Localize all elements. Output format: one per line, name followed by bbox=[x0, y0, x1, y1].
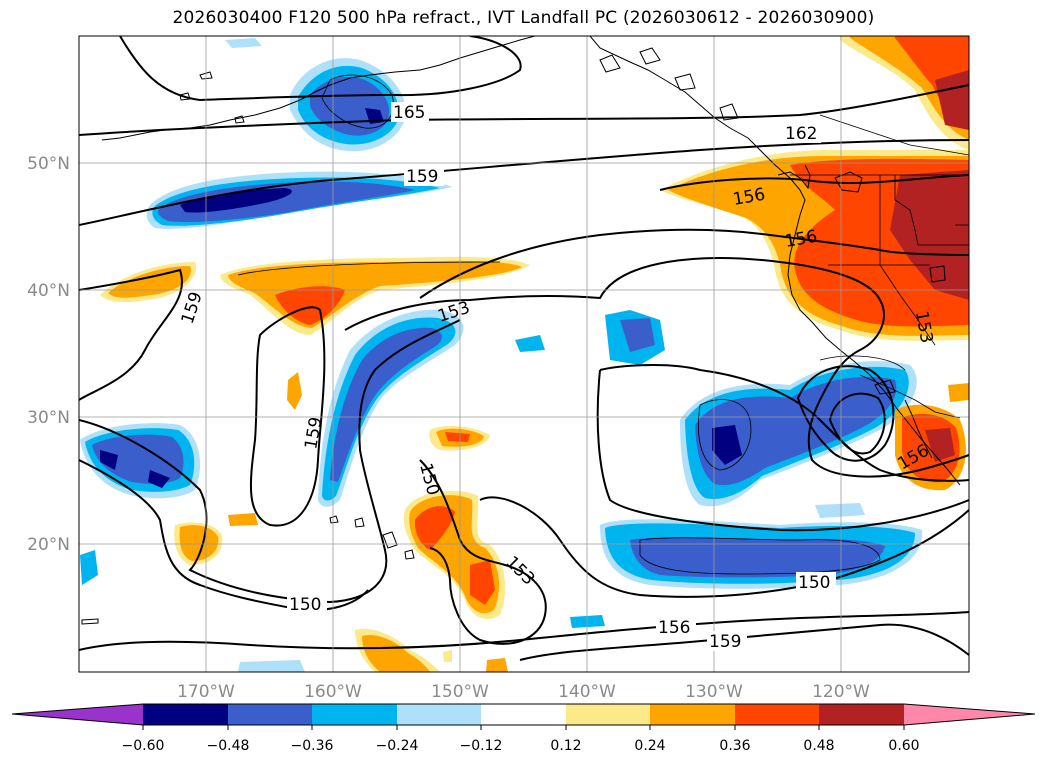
map-frame bbox=[78, 35, 970, 673]
lat-label: 40°N bbox=[27, 281, 70, 301]
contour-label: 165 bbox=[393, 103, 425, 123]
lon-label: 170°W bbox=[177, 682, 235, 702]
colorbar-tick: −0.12 bbox=[460, 738, 503, 754]
lon-label: 160°W bbox=[304, 682, 362, 702]
colorbar-segment bbox=[481, 704, 566, 725]
contour-label: 150 bbox=[289, 595, 321, 615]
colorbar-tick: 0.36 bbox=[719, 738, 750, 754]
gridlines bbox=[79, 36, 969, 672]
lat-label: 50°N bbox=[27, 154, 70, 174]
colorbar-tick: −0.24 bbox=[376, 738, 419, 754]
contour-label: 159 bbox=[709, 632, 741, 652]
axis-labels: 170°W 160°W 150°W 140°W 130°W 120°W 50°N… bbox=[27, 154, 870, 702]
colorbar-segment bbox=[735, 704, 819, 725]
lon-label: 130°W bbox=[685, 682, 743, 702]
shaded-field-negative bbox=[80, 38, 923, 672]
chart-title: 2026030400 F120 500 hPa refract., IVT La… bbox=[172, 8, 875, 28]
colorbar-extend-high bbox=[904, 704, 1035, 725]
colorbar-extend-low bbox=[12, 704, 143, 725]
colorbar-segment bbox=[650, 704, 735, 725]
colorbar-tick: −0.48 bbox=[207, 738, 250, 754]
lon-label: 140°W bbox=[558, 682, 616, 702]
lon-label: 150°W bbox=[431, 682, 489, 702]
contour-label: 150 bbox=[798, 573, 830, 593]
colorbar-tick: 0.60 bbox=[888, 738, 919, 754]
colorbar-segment bbox=[397, 704, 481, 725]
colorbar-segment bbox=[312, 704, 397, 725]
colorbar-tick: 0.24 bbox=[634, 738, 665, 754]
colorbar-tick: −0.60 bbox=[122, 738, 165, 754]
contour-label: 162 bbox=[785, 124, 817, 144]
colorbar-tick: 0.48 bbox=[803, 738, 834, 754]
lat-label: 30°N bbox=[27, 408, 70, 428]
colorbar-segment bbox=[143, 704, 228, 725]
contour-label: 159 bbox=[406, 167, 438, 187]
colorbar-tick: −0.36 bbox=[291, 738, 334, 754]
colorbar-tick: 0.12 bbox=[550, 738, 581, 754]
colorbar-segment bbox=[228, 704, 312, 725]
lon-label: 120°W bbox=[812, 682, 870, 702]
colorbar-segment bbox=[566, 704, 650, 725]
contour-label: 156 bbox=[658, 618, 690, 638]
lat-label: 20°N bbox=[27, 535, 70, 555]
colorbar-segment bbox=[819, 704, 904, 725]
shaded-field-positive bbox=[100, 36, 969, 672]
colorbar: −0.60 −0.48 −0.36 −0.24 −0.12 0.12 0.24 … bbox=[11, 703, 1036, 754]
